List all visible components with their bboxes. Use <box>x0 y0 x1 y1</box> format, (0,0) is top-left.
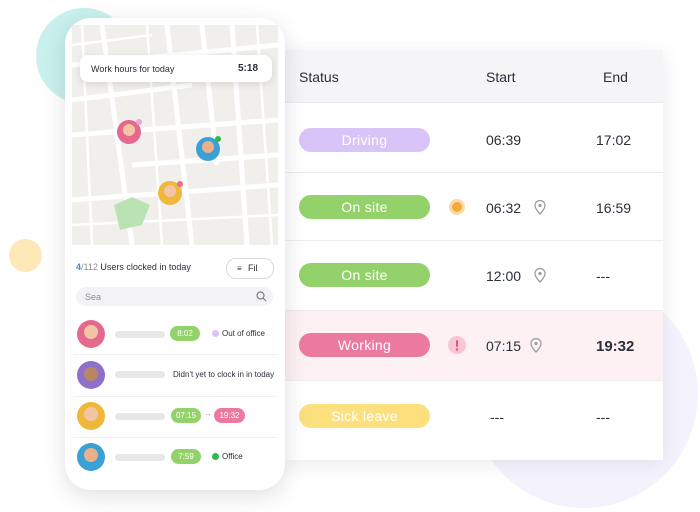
list-status: Out of office <box>222 329 265 338</box>
table-row: Sick leave --- --- <box>285 380 663 461</box>
search-box[interactable]: Sea <box>76 287 273 306</box>
clocked-label: Users clocked in today <box>100 262 191 272</box>
map-avatar <box>196 136 221 161</box>
separator <box>73 437 277 438</box>
table-row: Working 07:15 19:32 <box>285 310 663 381</box>
start-time: --- <box>490 409 504 425</box>
column-header: Start <box>486 69 516 85</box>
end-time: 16:59 <box>596 200 632 216</box>
end-time: 17:02 <box>596 132 632 148</box>
end-pill: 19:32 <box>214 408 245 423</box>
deco-circle <box>9 239 42 272</box>
start-time: 12:00 <box>486 268 522 284</box>
summary-card: Work hours for today 5:18 <box>80 55 272 82</box>
list-avatar <box>77 361 105 389</box>
name-placeholder <box>115 413 165 420</box>
clocked-total: /112 <box>81 262 98 272</box>
alert-icon <box>448 336 466 354</box>
map-avatar <box>117 119 142 144</box>
search-icon <box>256 291 267 302</box>
clocked-count: 4 <box>76 262 82 272</box>
status-pill: Working <box>299 333 430 357</box>
end-time: --- <box>596 409 610 425</box>
location-icon <box>534 267 546 283</box>
location-icon <box>534 199 546 215</box>
list-avatar <box>77 320 105 348</box>
location-icon <box>530 337 542 353</box>
clock-icon <box>449 199 465 215</box>
map-avatar <box>158 181 183 205</box>
list-avatar <box>77 402 105 430</box>
summary-title: Work hours for today <box>91 64 175 74</box>
status-pill: On site <box>299 263 430 287</box>
filter-label: Fil <box>248 263 258 273</box>
clocked-summary: 4/112 Users clocked in today <box>76 262 191 272</box>
phone: Work hours for today 5:18 4/112 Users cl… <box>65 18 285 490</box>
status-table: Status Start End Driving 06:39 17:02 On … <box>285 50 663 460</box>
start-time: 07:15 <box>486 338 522 354</box>
column-header: Status <box>299 69 339 85</box>
start-time: 06:39 <box>486 132 522 148</box>
filter-button[interactable]: ≡ Fil <box>226 258 274 279</box>
status-pill: Sick leave <box>299 404 430 428</box>
status-pill: Driving <box>299 128 430 152</box>
time-pill: 7:59 <box>171 449 201 464</box>
list-avatar <box>77 443 105 471</box>
end-time: 19:32 <box>596 338 635 355</box>
separator <box>73 354 277 355</box>
start-pill: 07:15 <box>171 408 201 423</box>
table-row: On site 12:00 --- <box>285 240 663 311</box>
status-dot <box>212 453 219 460</box>
list-note: Didn't yet to clock in in today <box>173 370 275 379</box>
filter-icon: ≡ <box>237 264 242 273</box>
end-time: --- <box>596 268 610 284</box>
summary-value: 5:18 <box>237 63 258 74</box>
name-placeholder <box>115 454 165 461</box>
arrow: → <box>204 409 212 418</box>
table-row: On site 06:32 16:59 <box>285 172 663 241</box>
search-placeholder: Sea <box>85 292 102 302</box>
separator <box>73 396 277 397</box>
column-header: End <box>603 69 628 85</box>
list-status: Office <box>222 452 243 461</box>
start-time: 06:32 <box>486 200 522 216</box>
table-row: Driving 06:39 17:02 <box>285 102 663 173</box>
name-placeholder <box>115 331 165 338</box>
name-placeholder <box>115 371 165 378</box>
status-dot <box>212 330 219 337</box>
table-header: Status Start End <box>285 50 663 102</box>
status-pill: On site <box>299 195 430 219</box>
time-pill: 8:02 <box>170 326 200 341</box>
